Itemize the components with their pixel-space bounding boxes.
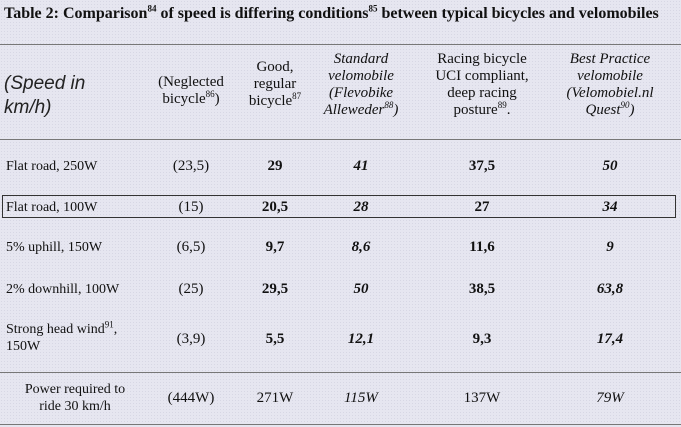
cell-good: 5,5 (265, 331, 285, 347)
cell-good: 29,5 (261, 281, 289, 297)
cell-standard-velomobile: 50 (353, 281, 369, 297)
cell-neglected: (444W) (167, 390, 215, 406)
row-label-downhill-100w: 2% downhill, 100W (6, 282, 120, 297)
cell-racing: 11,6 (469, 239, 495, 255)
header-standard-velomobile: Standard velomobile (Flevobike Alleweder… (323, 51, 399, 118)
cell-racing: 37,5 (468, 158, 496, 174)
speed-unit-label: (Speed in km/h) (4, 73, 86, 118)
cell-good: 29 (267, 158, 283, 174)
row-label-flat-250w: Flat road, 250W (6, 159, 98, 174)
cell-neglected: (25) (178, 281, 204, 297)
header-racing-bicycle: Racing bicycle UCI compliant, deep racin… (435, 51, 529, 118)
cell-best-practice: 9 (606, 239, 614, 255)
row-label-power-required: Power required to ride 30 km/h (24, 382, 126, 414)
row-label-flat-100w: Flat road, 100W (6, 200, 98, 215)
cell-standard-velomobile: 115W (344, 390, 378, 406)
cell-neglected: (3,9) (176, 331, 206, 347)
cell-best-practice: 79W (596, 390, 624, 406)
cell-best-practice: 63,8 (596, 281, 624, 297)
cell-racing: 9,3 (472, 331, 492, 347)
cell-racing: 27 (474, 199, 490, 215)
cell-neglected: (23,5) (172, 158, 210, 174)
bottom-rule (0, 424, 681, 425)
cell-racing: 137W (463, 390, 501, 406)
header-rule (0, 139, 681, 140)
cell-standard-velomobile: 12,1 (347, 331, 375, 347)
cell-good: 20,5 (261, 199, 289, 215)
header-best-practice-velomobile: Best Practice velomobile (Velomobiel.nl … (566, 51, 654, 118)
cell-good: 271W (256, 390, 294, 406)
cell-standard-velomobile: 8,6 (351, 239, 371, 255)
power-row-rule (0, 372, 681, 373)
cell-racing: 38,5 (468, 281, 496, 297)
row-label-uphill-150w: 5% uphill, 150W (6, 240, 103, 255)
row-label-head-wind-150w: Strong head wind91, 150W (6, 319, 118, 354)
cell-standard-velomobile: 28 (353, 199, 369, 215)
table-title: Table 2: Comparison84 of speed is differ… (4, 3, 659, 22)
cell-best-practice: 34 (602, 199, 618, 215)
title-rule (0, 44, 681, 45)
cell-best-practice: 50 (602, 158, 618, 174)
highlighted-row-box (2, 195, 676, 218)
cell-standard-velomobile: 41 (353, 158, 369, 174)
cell-good: 9,7 (265, 239, 285, 255)
cell-neglected: (15) (178, 199, 204, 215)
cell-best-practice: 17,4 (596, 331, 624, 347)
cell-neglected: (6,5) (176, 239, 206, 255)
header-good-regular-bicycle: Good, regular bicycle87 (248, 59, 302, 109)
header-neglected-bicycle: (Neglected bicycle86) (158, 74, 224, 107)
